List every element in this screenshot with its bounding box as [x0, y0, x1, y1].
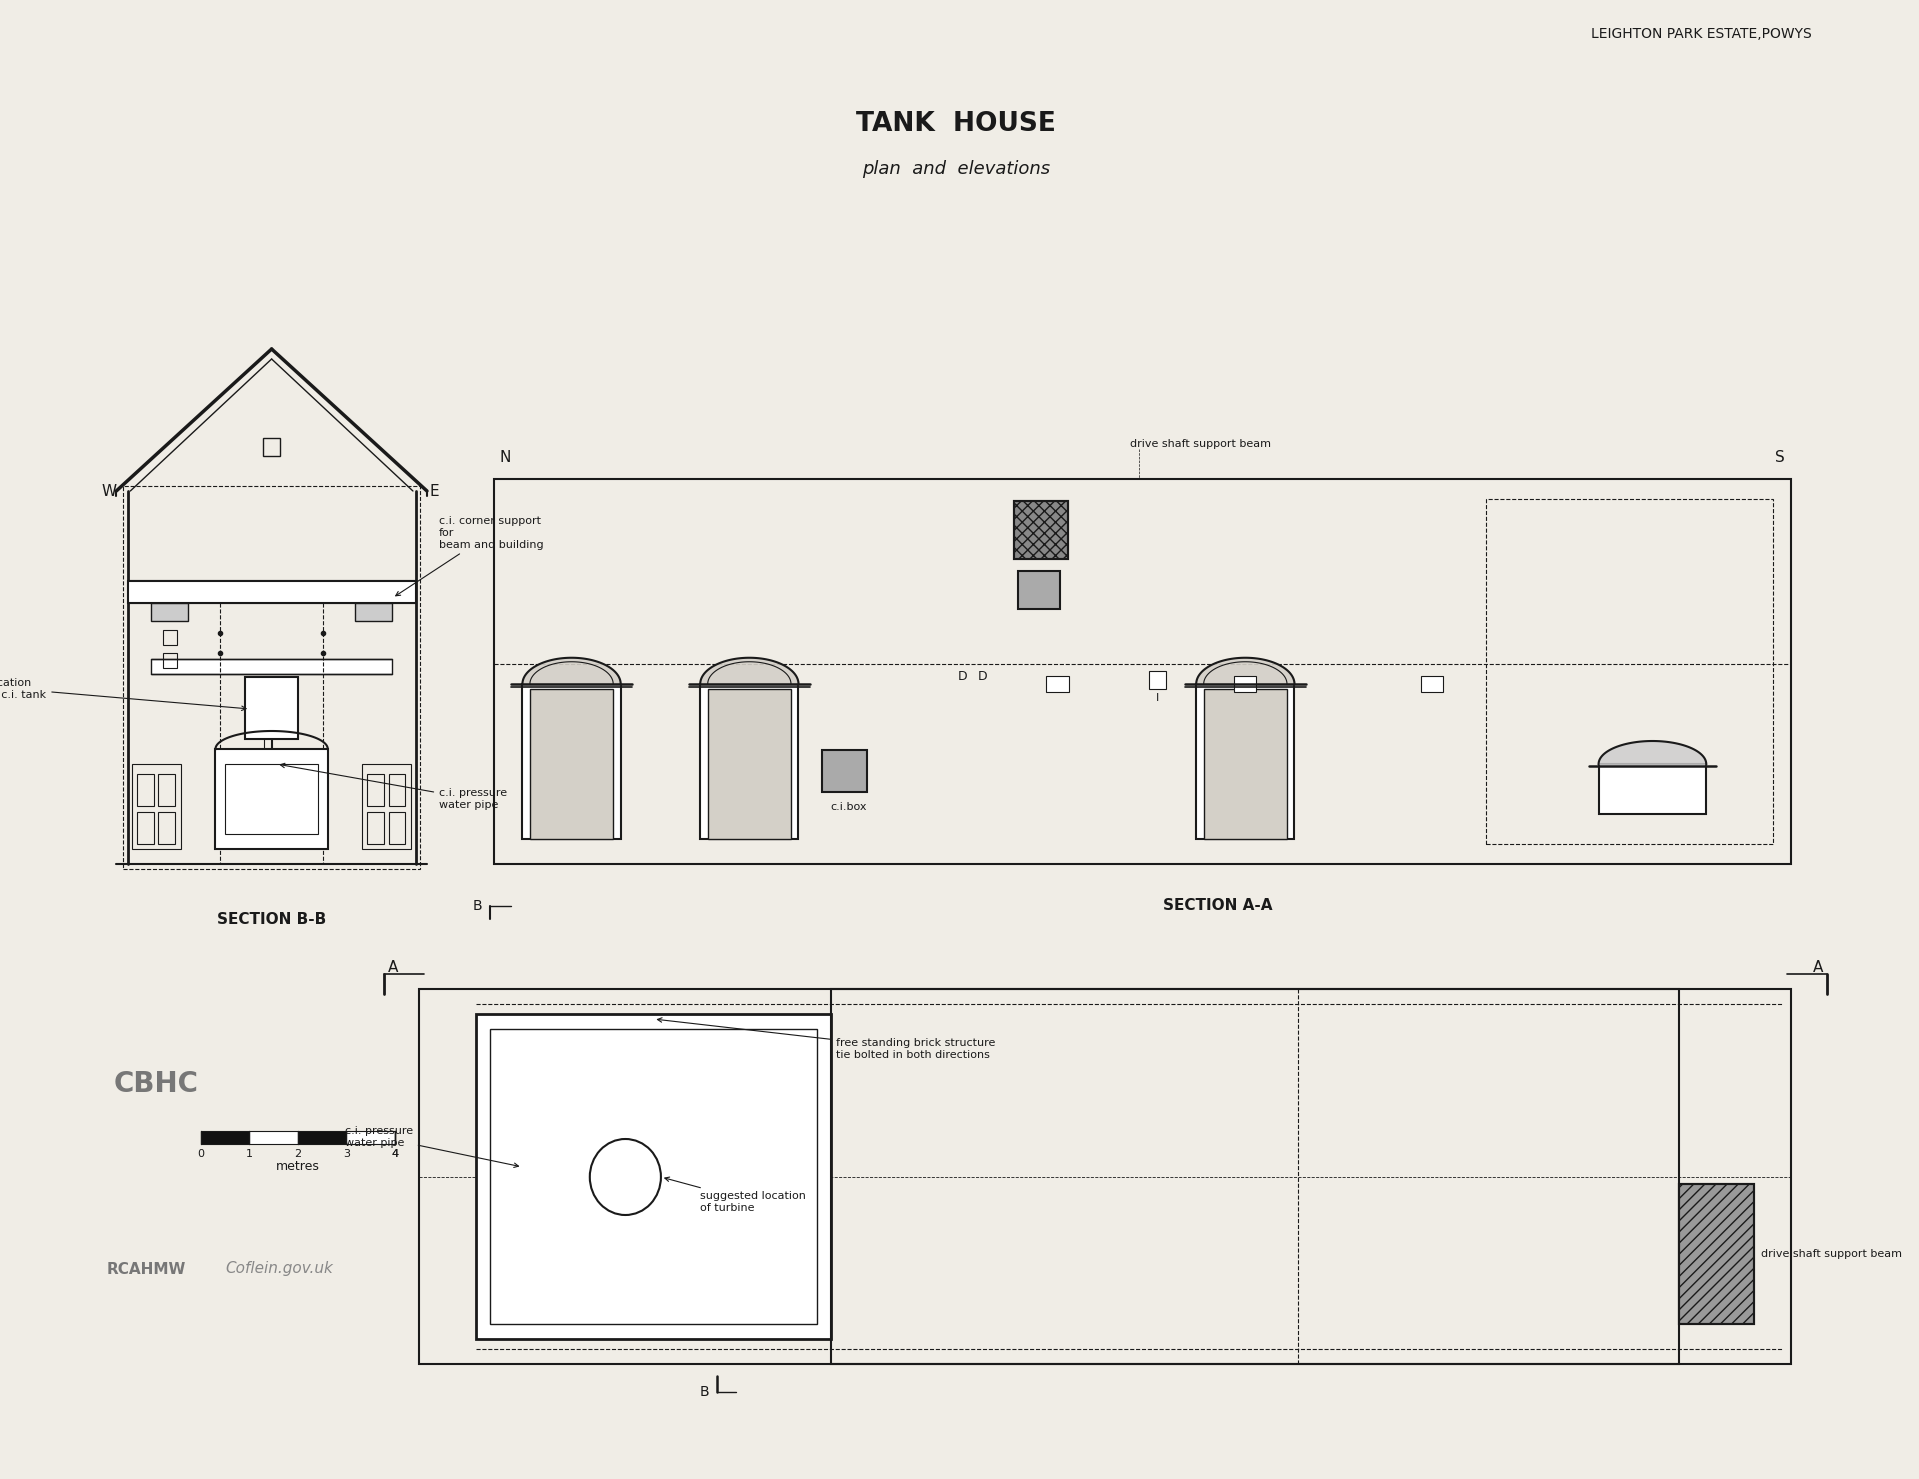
- Bar: [476, 1015, 831, 1338]
- Text: D: D: [979, 670, 988, 682]
- Text: SECTION A-A: SECTION A-A: [1163, 899, 1272, 914]
- Bar: [380, 581, 391, 586]
- Bar: [355, 603, 391, 621]
- Bar: [489, 1029, 817, 1324]
- Bar: [367, 812, 384, 845]
- Bar: [159, 812, 175, 845]
- Text: A: A: [388, 960, 399, 975]
- Bar: [215, 748, 328, 849]
- Bar: [163, 630, 177, 645]
- Bar: [1196, 683, 1295, 839]
- Text: LEIGHTON PARK ESTATE,POWYS: LEIGHTON PARK ESTATE,POWYS: [1591, 27, 1812, 41]
- Text: metres: metres: [276, 1160, 320, 1173]
- Bar: [263, 438, 280, 456]
- Text: I: I: [1157, 694, 1159, 703]
- Bar: [152, 603, 188, 621]
- Text: location
of c.i. tank: location of c.i. tank: [0, 679, 246, 710]
- Text: c.i. pressure
water pipe: c.i. pressure water pipe: [345, 1126, 518, 1167]
- Text: c.i.box: c.i.box: [831, 802, 867, 812]
- Bar: [363, 765, 411, 849]
- Bar: [530, 689, 614, 839]
- Bar: [200, 1131, 249, 1143]
- Bar: [152, 660, 391, 674]
- Text: 2: 2: [294, 1149, 301, 1160]
- Bar: [1487, 498, 1773, 845]
- Bar: [522, 683, 620, 839]
- Bar: [1019, 571, 1059, 609]
- Text: TANK  HOUSE: TANK HOUSE: [856, 111, 1055, 138]
- Text: S: S: [1775, 450, 1785, 464]
- Bar: [225, 765, 319, 834]
- Text: A: A: [1812, 960, 1823, 975]
- Bar: [1203, 689, 1288, 839]
- Bar: [495, 479, 1790, 864]
- Text: 4: 4: [391, 1149, 399, 1160]
- Bar: [1013, 501, 1069, 559]
- Text: 3: 3: [344, 1149, 349, 1160]
- Bar: [1234, 676, 1257, 692]
- Bar: [136, 774, 154, 806]
- Text: N: N: [499, 450, 510, 464]
- Text: B: B: [700, 1384, 710, 1399]
- Text: plan  and  elevations: plan and elevations: [862, 160, 1050, 177]
- Bar: [390, 812, 405, 845]
- Bar: [831, 989, 1679, 1364]
- Bar: [700, 683, 798, 839]
- Bar: [123, 487, 420, 870]
- Bar: [152, 581, 163, 586]
- Text: D: D: [958, 670, 967, 682]
- Text: Coflein.gov.uk: Coflein.gov.uk: [226, 1262, 334, 1276]
- Bar: [347, 1131, 395, 1143]
- Bar: [132, 765, 180, 849]
- Bar: [708, 689, 791, 839]
- Text: c.i. corner support
for
beam and building: c.i. corner support for beam and buildin…: [395, 516, 543, 596]
- Bar: [1013, 501, 1069, 559]
- Bar: [1046, 676, 1069, 692]
- Bar: [420, 989, 1790, 1364]
- Bar: [1420, 676, 1443, 692]
- Bar: [821, 750, 867, 791]
- Text: 0: 0: [198, 1149, 203, 1160]
- Text: free standing brick structure
tie bolted in both directions: free standing brick structure tie bolted…: [658, 1018, 996, 1060]
- Text: 4: 4: [391, 1149, 399, 1160]
- Text: drive shaft support beam: drive shaft support beam: [1762, 1248, 1902, 1259]
- Text: W: W: [102, 484, 117, 498]
- Bar: [1679, 1185, 1754, 1324]
- Text: c.i. pressure
water pipe: c.i. pressure water pipe: [280, 763, 507, 810]
- Bar: [246, 677, 297, 740]
- Bar: [163, 654, 177, 669]
- Bar: [249, 1131, 297, 1143]
- Text: 1: 1: [246, 1149, 253, 1160]
- Text: E: E: [430, 484, 439, 498]
- Bar: [159, 774, 175, 806]
- Text: B: B: [472, 899, 482, 913]
- Text: RCAHMW: RCAHMW: [107, 1262, 186, 1276]
- Bar: [1679, 1185, 1754, 1324]
- Text: SECTION B-B: SECTION B-B: [217, 911, 326, 926]
- Bar: [390, 774, 405, 806]
- Bar: [127, 581, 416, 603]
- Bar: [297, 1131, 347, 1143]
- Bar: [367, 774, 384, 806]
- Bar: [1149, 671, 1167, 689]
- Text: drive shaft support beam: drive shaft support beam: [1130, 439, 1270, 450]
- Text: CBHC: CBHC: [113, 1069, 198, 1097]
- Text: suggested location
of turbine: suggested location of turbine: [664, 1177, 806, 1213]
- Bar: [1599, 765, 1706, 813]
- Bar: [136, 812, 154, 845]
